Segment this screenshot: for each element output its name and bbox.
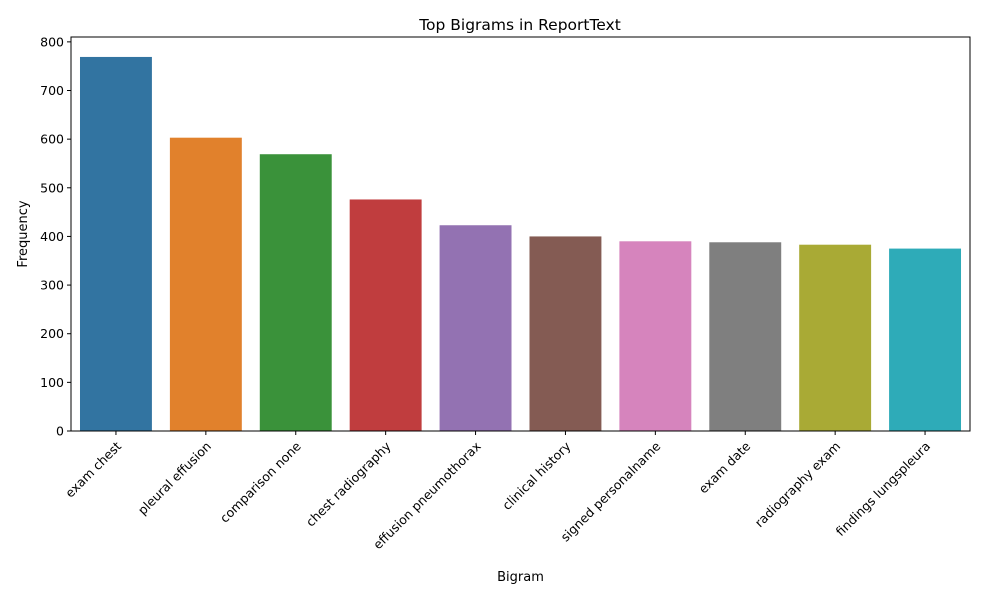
bar-chest-radiography — [349, 199, 422, 431]
chart-title: Top Bigrams in ReportText — [418, 16, 621, 34]
x-tick-label: comparison none — [217, 438, 304, 525]
x-tick-label: radiography exam — [752, 439, 844, 531]
y-tick-label: 500 — [40, 180, 64, 195]
y-tick-label: 0 — [56, 424, 64, 439]
bar-exam-date — [709, 242, 782, 431]
plot-frame — [70, 36, 971, 432]
x-axis-title: Bigram — [497, 570, 544, 585]
bar-clinical-history — [529, 236, 602, 431]
y-tick-label: 600 — [40, 132, 64, 147]
y-tick-label: 400 — [40, 229, 64, 244]
y-axis-ticks: 0 100 200 300 400 500 600 700 800 — [40, 34, 71, 439]
x-tick-label: exam chest — [62, 438, 124, 500]
y-axis-title: Frequency — [16, 200, 31, 267]
bars-group — [79, 56, 962, 432]
x-axis-ticks: exam chest pleural effusion comparison non… — [62, 431, 933, 552]
y-tick-label: 100 — [40, 375, 64, 390]
x-tick-label: pleural effusion — [135, 439, 214, 518]
y-tick-label: 800 — [40, 34, 64, 49]
y-tick-label: 700 — [40, 83, 64, 98]
bar-effusion-pneumothorax — [439, 225, 512, 431]
bar-signed-personalname — [619, 241, 692, 431]
x-tick-label: chest radiography — [303, 438, 394, 529]
x-tick-label: findings lungspleura — [833, 439, 934, 540]
bar-comparison-none — [259, 154, 332, 431]
bar-exam-chest — [79, 56, 152, 432]
bar-pleural-effusion — [169, 137, 242, 431]
y-tick-label: 300 — [40, 278, 64, 293]
bar-findings-lungspleura — [889, 248, 962, 431]
y-tick-label: 200 — [40, 326, 64, 341]
x-tick-label: clinical history — [499, 438, 574, 513]
x-tick-label: signed personalname — [557, 438, 663, 544]
bar-radiography-exam — [799, 244, 872, 431]
x-tick-label: exam date — [695, 438, 753, 496]
